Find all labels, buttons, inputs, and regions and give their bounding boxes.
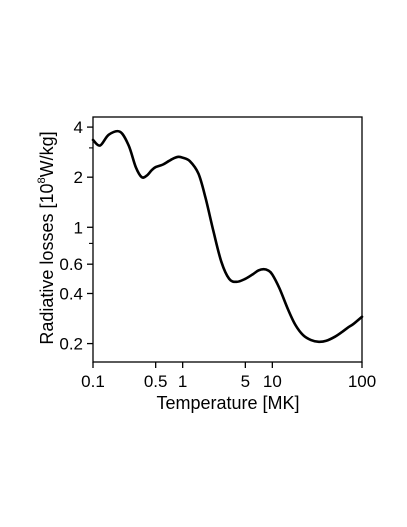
plot-area: 0.1 0.5 1 5 10 100 0.2 0.4 0.6 1 2 4 xyxy=(59,116,376,391)
y-tick-label: 2 xyxy=(74,168,83,187)
x-tick-label: 100 xyxy=(348,372,376,391)
y-tick-label: 0.2 xyxy=(59,335,83,354)
plot-frame xyxy=(92,116,363,363)
x-tick-label: 10 xyxy=(263,372,282,391)
x-tick-label: 1 xyxy=(178,372,187,391)
x-axis-label: Temperature [MK] xyxy=(156,393,299,413)
x-tick-label: 0.1 xyxy=(81,372,105,391)
y-axis: 0.2 0.4 0.6 1 2 4 xyxy=(59,118,93,354)
y-tick-label: 0.6 xyxy=(59,255,83,274)
y-tick-label: 4 xyxy=(74,118,83,137)
x-tick-label: 5 xyxy=(241,372,250,391)
x-axis: 0.1 0.5 1 5 10 100 xyxy=(81,362,376,391)
x-tick-label: 0.5 xyxy=(144,372,168,391)
y-tick-label: 0.4 xyxy=(59,284,83,303)
y-axis-label: Radiative losses [108W/kg] xyxy=(36,131,57,344)
radiative-losses-line xyxy=(91,129,364,344)
y-tick-label: 1 xyxy=(74,218,83,237)
